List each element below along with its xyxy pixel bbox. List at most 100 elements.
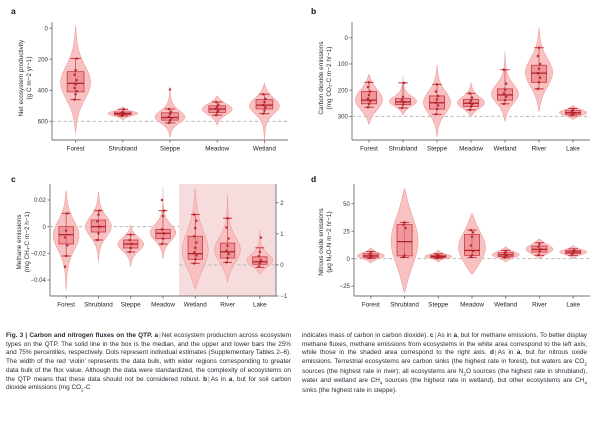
violin-meadow bbox=[201, 95, 233, 126]
data-point bbox=[194, 226, 197, 230]
data-point bbox=[538, 242, 541, 246]
x-tick-label-river: River bbox=[220, 302, 235, 309]
data-point bbox=[214, 107, 218, 110]
x-tick-label-forest: Forest bbox=[360, 146, 378, 153]
x-tick-label-shrubland: Shrubland bbox=[390, 302, 419, 309]
data-point bbox=[470, 103, 474, 106]
violin-river bbox=[214, 194, 241, 284]
data-point bbox=[469, 228, 473, 232]
data-point bbox=[536, 71, 540, 75]
data-point bbox=[403, 254, 406, 257]
data-point bbox=[538, 250, 541, 253]
data-point bbox=[538, 76, 542, 79]
data-point bbox=[259, 236, 263, 239]
panel-d: d Nitrous oxide emissions (μg N₂O-N m−2 h… bbox=[300, 170, 600, 330]
y-tick-label: 0 bbox=[44, 26, 48, 32]
data-point bbox=[129, 233, 132, 236]
panel-b-plot: 300 200 100 0 Forest Shrubland Steppe Meadow Wet… bbox=[338, 22, 590, 153]
data-point bbox=[366, 97, 370, 100]
data-point bbox=[161, 237, 165, 240]
y-tick-label-right: −1 bbox=[280, 294, 288, 300]
data-point bbox=[73, 98, 76, 101]
data-point bbox=[75, 57, 78, 60]
data-point bbox=[65, 244, 69, 247]
data-point bbox=[167, 121, 171, 125]
data-point bbox=[162, 209, 166, 212]
data-point bbox=[471, 249, 475, 253]
data-point bbox=[195, 219, 198, 222]
data-point bbox=[259, 258, 263, 262]
data-point bbox=[168, 119, 172, 122]
data-point bbox=[160, 242, 164, 246]
data-point bbox=[226, 216, 229, 220]
x-tick-label-steppe: Steppe bbox=[428, 302, 448, 309]
panel-d-plot: 50 25 0 −25 Forest Shrubland Steppe Meadow Wetla… bbox=[340, 184, 590, 309]
data-point bbox=[504, 95, 508, 98]
violin-forest bbox=[52, 190, 80, 291]
data-point bbox=[502, 92, 506, 95]
data-point bbox=[160, 228, 164, 231]
data-point bbox=[536, 87, 540, 91]
data-point bbox=[167, 107, 171, 111]
panel-d-letter: d bbox=[311, 174, 317, 184]
y-tick-label: 400 bbox=[38, 88, 49, 94]
x-tick-label-meadow: Meadow bbox=[151, 302, 175, 309]
data-point bbox=[194, 258, 197, 261]
data-point bbox=[97, 213, 100, 216]
data-point bbox=[162, 232, 166, 235]
violin-steppe bbox=[117, 224, 144, 267]
data-point bbox=[471, 231, 475, 234]
data-point bbox=[434, 90, 438, 93]
x-tick-label-meadow: Meadow bbox=[460, 302, 484, 309]
data-point bbox=[469, 244, 473, 247]
data-point bbox=[258, 250, 262, 254]
panel-c: c Methane emissions (mg CH₄-C m−2 h−1) 0.… bbox=[0, 170, 300, 330]
data-point bbox=[503, 251, 506, 255]
y-tick-label: 0 bbox=[42, 225, 46, 231]
data-point bbox=[192, 251, 196, 254]
x-tick-label-steppe: Steppe bbox=[121, 302, 141, 309]
y-tick-label: 0 bbox=[346, 257, 350, 263]
box-iqr bbox=[66, 71, 85, 93]
data-point bbox=[402, 223, 405, 226]
panel-c-plot: 0.02 0 −0.02 −0.04 2 1 0 −1 Forest Shrubland Stepp… bbox=[31, 184, 288, 309]
data-point bbox=[537, 67, 541, 70]
box-iqr bbox=[360, 91, 378, 105]
box-iqr bbox=[155, 228, 171, 240]
data-point bbox=[168, 112, 172, 116]
data-point bbox=[469, 99, 473, 102]
data-point bbox=[227, 252, 230, 256]
data-point bbox=[536, 54, 540, 58]
data-point bbox=[400, 98, 404, 102]
data-point bbox=[369, 250, 373, 254]
y-tick-label: −25 bbox=[340, 284, 351, 290]
violin-meadow bbox=[149, 186, 177, 259]
data-point bbox=[264, 97, 267, 101]
data-point bbox=[435, 253, 439, 257]
data-point bbox=[367, 102, 371, 106]
data-point bbox=[404, 226, 407, 230]
violin-forest bbox=[60, 25, 91, 134]
violin-wetland bbox=[182, 188, 209, 290]
violin-wetland bbox=[491, 51, 519, 122]
violin-lake bbox=[559, 105, 587, 120]
violin-steppe bbox=[423, 65, 451, 137]
data-point bbox=[169, 117, 173, 120]
y-tick-label: 300 bbox=[338, 115, 349, 121]
violin-shrubland bbox=[85, 191, 112, 262]
box-iqr bbox=[58, 226, 74, 245]
data-point bbox=[215, 105, 219, 108]
data-point bbox=[537, 81, 541, 84]
y-tick-label: 0.02 bbox=[34, 198, 46, 204]
data-point bbox=[214, 100, 218, 104]
data-point bbox=[129, 246, 132, 250]
data-point bbox=[214, 113, 218, 117]
data-point bbox=[226, 256, 229, 260]
data-point bbox=[227, 237, 230, 240]
data-point bbox=[128, 250, 131, 254]
data-point bbox=[257, 254, 261, 258]
data-point bbox=[537, 46, 541, 49]
y-tick-label: −0.02 bbox=[31, 251, 47, 257]
data-point bbox=[194, 246, 197, 250]
